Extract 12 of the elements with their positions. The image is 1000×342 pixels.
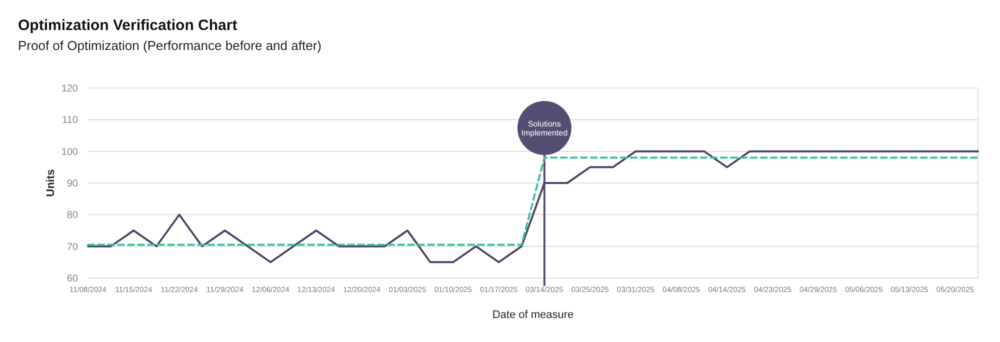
y-tick-label: 60 <box>66 274 78 284</box>
y-axis-title: Units <box>45 169 57 197</box>
ref-line-label: Solutions Implemented <box>521 120 568 138</box>
chart-subtitle: Proof of Optimization (Performance before and after) <box>18 38 322 53</box>
y-tick-label: 120 <box>61 84 78 94</box>
chart-title: Optimization Verification Chart <box>18 17 238 34</box>
x-axis-title: Date of measure <box>492 309 574 321</box>
y-tick-label: 90 <box>66 178 78 190</box>
y-tick-label: 70 <box>66 242 78 253</box>
y-tick-label: 100 <box>61 146 78 158</box>
y-tick-label: 80 <box>66 210 78 222</box>
y-tick-label: 110 <box>62 115 78 126</box>
